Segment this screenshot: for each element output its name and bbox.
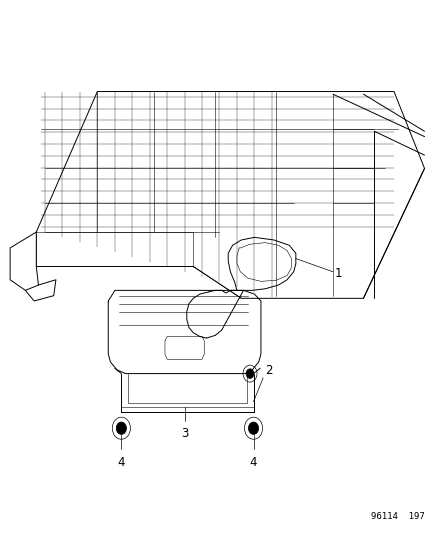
Text: 3: 3	[180, 427, 188, 440]
Text: 4: 4	[117, 456, 125, 469]
Text: 4: 4	[249, 456, 257, 469]
Text: 1: 1	[334, 267, 342, 280]
Circle shape	[246, 369, 254, 378]
Text: 96114  197: 96114 197	[370, 512, 424, 521]
Circle shape	[116, 422, 126, 434]
Circle shape	[248, 422, 258, 434]
Text: 2: 2	[265, 364, 272, 377]
